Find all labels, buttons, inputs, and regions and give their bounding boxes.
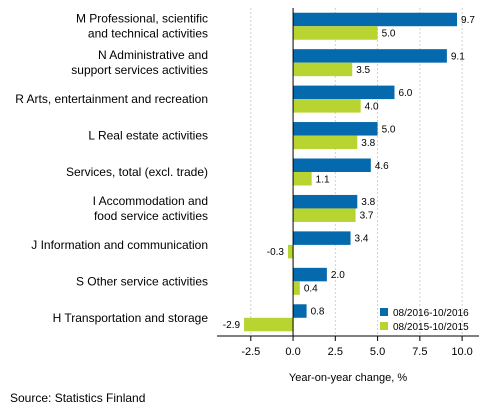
bar	[293, 208, 356, 222]
category-label: N Administrative and	[98, 48, 208, 62]
value-label: 3.4	[355, 234, 369, 245]
value-label: -0.3	[267, 247, 285, 258]
value-label: 9.1	[451, 51, 465, 62]
x-tick-label: 0.0	[285, 346, 300, 358]
category-label: food service activities	[94, 209, 208, 223]
category-label: H Transportation and storage	[53, 311, 209, 325]
value-label: 3.5	[356, 65, 370, 76]
value-label: 2.0	[331, 270, 345, 281]
legend-label: 08/2015-10/2015	[393, 322, 469, 333]
value-label: 3.7	[360, 211, 374, 222]
value-label: 1.1	[316, 174, 330, 185]
value-label: 3.8	[361, 197, 375, 208]
x-tick-label: 7.5	[412, 346, 427, 358]
value-label: 0.8	[311, 307, 325, 318]
value-labels: 9.7 5.0 9.1 3.5 6.0 4.0 5.0 3.8 4.6 1.1 3.8 3.7 3.4 -…	[223, 15, 476, 331]
value-label: 5.0	[382, 28, 396, 39]
bar	[293, 99, 361, 113]
bar	[293, 49, 447, 63]
bar	[293, 158, 371, 172]
legend-label: 08/2016-10/2016	[393, 308, 469, 319]
bar	[293, 62, 353, 77]
legend-swatch	[380, 322, 388, 330]
x-tick-label: 5.0	[370, 346, 385, 358]
bar	[293, 231, 351, 245]
source-note: Source: Statistics Finland	[10, 391, 146, 405]
value-label: 9.7	[461, 15, 475, 26]
bar	[293, 194, 358, 209]
value-label: 6.0	[398, 88, 412, 99]
value-label: -2.9	[223, 320, 241, 331]
value-label: 0.4	[304, 284, 318, 295]
category-label: L Real estate activities	[88, 129, 208, 143]
bar	[293, 85, 395, 100]
category-label: support services activities	[71, 63, 208, 77]
bar	[293, 26, 378, 40]
category-label: M Professional, scientific	[76, 12, 208, 26]
bar	[293, 267, 327, 282]
bar	[293, 304, 307, 318]
bar	[293, 122, 378, 136]
category-label: I Accommodation and	[93, 194, 208, 208]
value-label: 4.0	[365, 101, 379, 112]
category-label: and technical activities	[88, 27, 208, 41]
x-axis-title: Year-on-year change, %	[289, 372, 407, 384]
x-tick-label: 10.0	[451, 346, 472, 358]
x-tick-label: -2.5	[241, 346, 260, 358]
category-label: R Arts, entertainment and recreation	[15, 92, 208, 106]
value-label: 5.0	[382, 124, 396, 135]
value-label: 4.6	[375, 161, 389, 172]
bar	[293, 281, 300, 295]
bars	[244, 8, 458, 336]
bar	[293, 135, 358, 150]
legend: 08/2016-10/2016 08/2015-10/2015	[380, 308, 469, 333]
category-label: J Information and communication	[31, 238, 208, 252]
bar	[244, 317, 294, 332]
x-axis: -2.5 0.0 2.5 5.0 7.5 10.0	[217, 335, 479, 358]
value-label: 3.8	[361, 138, 375, 149]
bar	[293, 12, 458, 27]
category-label: S Other service activities	[76, 274, 208, 288]
x-tick-label: 2.5	[328, 346, 343, 358]
bar	[287, 244, 294, 259]
category-label: Services, total (excl. trade)	[66, 165, 208, 179]
bar	[293, 172, 312, 186]
legend-swatch	[380, 308, 388, 316]
